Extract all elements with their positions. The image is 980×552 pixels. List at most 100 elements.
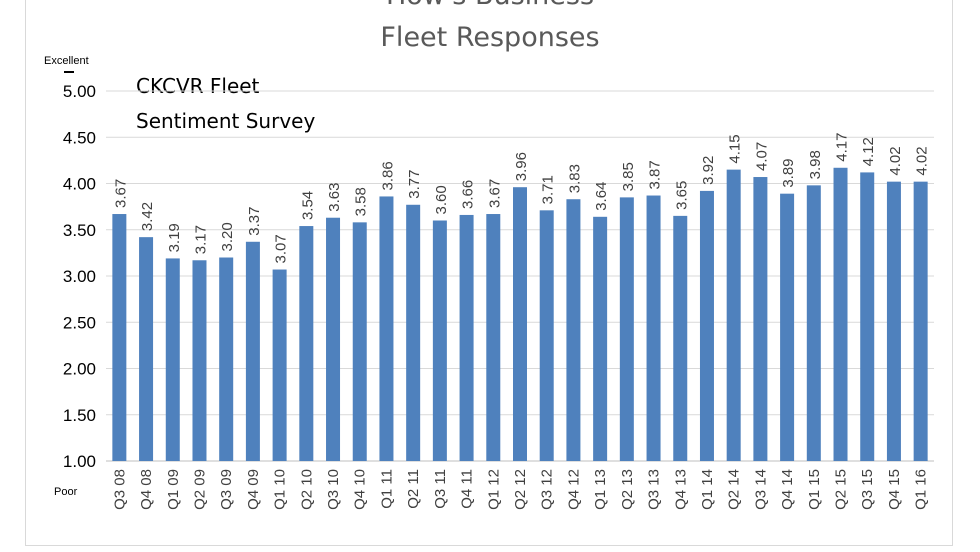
value-label: 4.15 bbox=[727, 134, 744, 163]
bar bbox=[406, 204, 421, 461]
bar bbox=[566, 199, 581, 461]
bar bbox=[352, 222, 367, 461]
value-label: 4.17 bbox=[834, 133, 851, 162]
category-label: Q1 09 bbox=[165, 469, 182, 510]
annotation-line-1: CKCVR Fleet bbox=[136, 74, 260, 98]
value-label: 3.63 bbox=[326, 183, 343, 212]
value-label: 4.02 bbox=[914, 146, 931, 175]
category-label: Q4 14 bbox=[779, 469, 796, 510]
value-label: 3.37 bbox=[246, 207, 263, 236]
bar bbox=[753, 177, 768, 461]
bar bbox=[726, 169, 741, 461]
y-tick-label: 2.00 bbox=[63, 360, 96, 379]
bar bbox=[245, 241, 260, 461]
category-label: Q3 15 bbox=[859, 469, 876, 510]
category-label: Q1 16 bbox=[913, 469, 930, 510]
chart-title-line-1: How's Business bbox=[0, 0, 980, 12]
category-label: Q2 15 bbox=[833, 469, 850, 510]
category-label: Q4 15 bbox=[886, 469, 903, 510]
category-label: Q1 11 bbox=[378, 469, 395, 509]
category-label: Q2 09 bbox=[191, 469, 208, 510]
bar bbox=[165, 258, 180, 461]
bar bbox=[673, 215, 688, 461]
category-label: Q2 11 bbox=[405, 469, 422, 509]
bar bbox=[326, 217, 341, 461]
category-label: Q4 10 bbox=[352, 469, 369, 510]
y-bottom-label: Poor bbox=[54, 486, 78, 498]
value-label: 3.65 bbox=[673, 181, 690, 210]
category-label: Q1 13 bbox=[592, 469, 609, 510]
value-label: 3.89 bbox=[780, 158, 797, 187]
bar bbox=[806, 185, 821, 461]
category-label: Q4 08 bbox=[138, 469, 155, 510]
category-label: Q4 09 bbox=[245, 469, 262, 510]
bar bbox=[299, 226, 314, 461]
category-label: Q3 11 bbox=[432, 469, 449, 509]
category-label: Q4 13 bbox=[672, 469, 689, 510]
bar bbox=[833, 167, 848, 461]
category-label: Q2 10 bbox=[298, 469, 315, 510]
value-label: 3.77 bbox=[406, 170, 423, 199]
value-label: 3.66 bbox=[460, 180, 477, 209]
value-label: 4.12 bbox=[860, 137, 877, 166]
category-label: Q2 14 bbox=[726, 469, 743, 510]
bar bbox=[539, 210, 554, 461]
bar bbox=[459, 214, 474, 461]
category-label: Q3 10 bbox=[325, 469, 342, 510]
bar bbox=[112, 214, 127, 461]
value-label: 3.86 bbox=[379, 161, 396, 190]
bar bbox=[379, 196, 394, 461]
category-label: Q4 11 bbox=[459, 469, 476, 509]
value-label: 3.92 bbox=[700, 156, 717, 185]
category-label: Q1 10 bbox=[272, 469, 289, 510]
y-tick-label: 1.50 bbox=[63, 406, 96, 425]
bar bbox=[699, 190, 714, 461]
value-label: 3.85 bbox=[620, 162, 637, 191]
category-label: Q1 15 bbox=[806, 469, 823, 510]
y-top-marker bbox=[64, 71, 74, 73]
value-label: 3.07 bbox=[273, 234, 290, 263]
bar bbox=[219, 257, 234, 461]
y-top-label: Excellent bbox=[44, 55, 89, 67]
value-label: 3.58 bbox=[353, 187, 370, 216]
value-label: 3.17 bbox=[192, 225, 209, 254]
bar bbox=[432, 220, 447, 461]
value-label: 3.54 bbox=[299, 191, 316, 220]
y-tick-label: 3.00 bbox=[63, 267, 96, 286]
value-label: 3.98 bbox=[807, 150, 824, 179]
bar bbox=[192, 260, 207, 461]
category-label: Q2 12 bbox=[512, 469, 529, 510]
value-label: 3.20 bbox=[219, 222, 236, 251]
category-label: Q3 14 bbox=[752, 469, 769, 510]
value-label: 3.96 bbox=[513, 152, 530, 181]
bar bbox=[486, 214, 501, 461]
value-label: 3.19 bbox=[166, 223, 183, 252]
category-label: Q1 12 bbox=[485, 469, 502, 510]
value-label: 3.67 bbox=[112, 179, 129, 208]
category-label: Q3 13 bbox=[646, 469, 663, 510]
y-tick-label: 4.50 bbox=[63, 128, 96, 147]
value-label: 3.42 bbox=[139, 202, 156, 231]
category-label: Q3 09 bbox=[218, 469, 235, 510]
category-label: Q3 08 bbox=[111, 469, 128, 510]
y-tick-label: 5.00 bbox=[63, 82, 96, 101]
bar bbox=[886, 181, 901, 461]
value-label: 3.87 bbox=[647, 160, 664, 189]
y-tick-label: 3.50 bbox=[63, 221, 96, 240]
chart-title-line-2: Fleet Responses bbox=[380, 22, 600, 53]
bar bbox=[780, 193, 795, 462]
bar bbox=[272, 269, 287, 461]
value-label: 3.67 bbox=[486, 179, 503, 208]
category-label: Q1 14 bbox=[699, 469, 716, 510]
category-label: Q2 13 bbox=[619, 469, 636, 510]
bar bbox=[593, 216, 608, 461]
bar bbox=[860, 172, 875, 461]
value-label: 4.07 bbox=[753, 142, 770, 171]
value-label: 4.02 bbox=[887, 146, 904, 175]
bar bbox=[513, 187, 527, 461]
y-tick-label: 2.50 bbox=[63, 313, 96, 332]
value-label: 3.64 bbox=[593, 182, 610, 211]
bar bbox=[139, 237, 154, 461]
bar bbox=[619, 197, 634, 461]
